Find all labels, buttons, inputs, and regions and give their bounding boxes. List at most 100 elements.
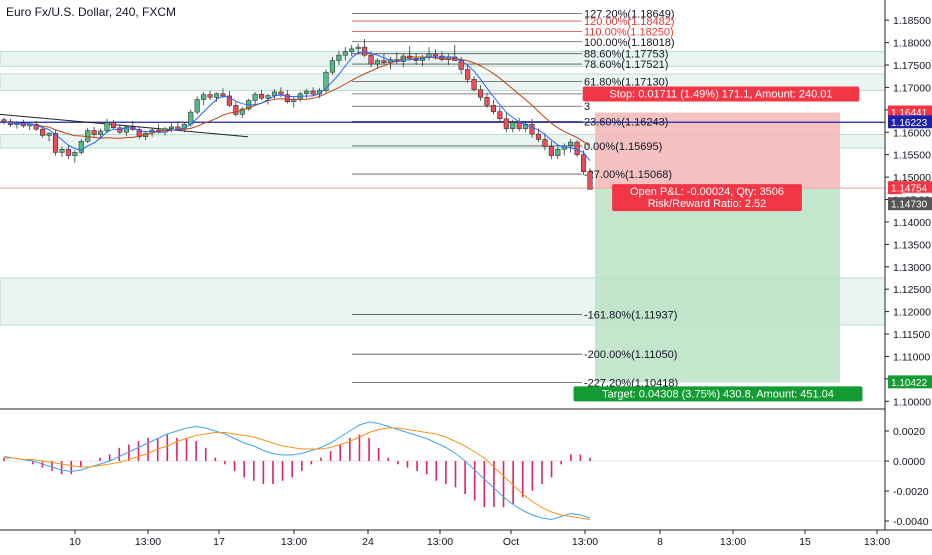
price-tag-bg <box>888 115 932 129</box>
target-label-text: Target: 0.04308 (3.75%) 430.8, Amount: 4… <box>602 388 834 400</box>
candle-body <box>284 94 290 103</box>
y-tick-label: 1.14000 <box>893 217 931 229</box>
y-tick-label: 1.13000 <box>893 262 931 274</box>
candle-body <box>587 171 593 190</box>
candle-body <box>503 118 509 129</box>
candle-body <box>278 91 284 95</box>
target-zone <box>595 188 840 383</box>
price-tag-text: 1.14754 <box>891 184 928 195</box>
pnl-label-text: Risk/Reward Ratio: 2.52 <box>648 198 767 210</box>
candle-body <box>484 97 490 106</box>
fib-label: 78.60%(1.17521) <box>584 59 668 71</box>
candle-body <box>574 141 580 155</box>
candle-body <box>259 93 265 99</box>
x-tick-label: Oct <box>503 536 519 548</box>
candle-body <box>368 54 374 65</box>
x-tick-label: 17 <box>213 536 225 548</box>
candle-body <box>329 60 335 73</box>
fib-label: -27.00%(1.15068) <box>584 169 672 181</box>
candle-body <box>136 129 142 137</box>
candle-body <box>226 95 232 106</box>
fib-label: 120.00%(1.18482) <box>584 16 675 28</box>
macd-y-tick-label: 0.0020 <box>893 426 925 438</box>
macd-line <box>3 421 591 521</box>
y-tick-label: 1.15500 <box>893 150 931 162</box>
target-label: Target: 0.04308 (3.75%) 430.8, Amount: 4… <box>573 386 863 402</box>
candle-body <box>207 94 213 98</box>
y-tick-label: 1.13500 <box>893 239 931 251</box>
candle-body <box>477 89 484 98</box>
candle-body <box>529 123 535 135</box>
x-tick-label: 13:00 <box>427 536 453 548</box>
price-tag-bg <box>888 181 932 195</box>
slow-ma-line <box>3 56 591 147</box>
x-tick-label: 24 <box>362 536 374 548</box>
candle-body <box>239 108 245 115</box>
candle-body <box>220 93 226 97</box>
candle-body <box>46 132 52 136</box>
macd-pane <box>0 408 885 521</box>
y-tick-label: 1.18000 <box>893 38 931 50</box>
fib-label: 127.20%(1.18649) <box>584 8 675 20</box>
fast-ma-line <box>3 51 591 162</box>
candle-body <box>471 79 477 90</box>
fib-label: 88.60%(1.17753) <box>584 49 668 61</box>
x-tick-label: 13:00 <box>135 536 161 548</box>
candle-body <box>40 128 46 136</box>
fib-label: -161.80%(1.11937) <box>584 309 677 321</box>
stop-label: Stop: 0.01711 (1.49%) 171.1, Amount: 240… <box>582 86 860 102</box>
x-tick-label: 10 <box>69 536 81 548</box>
candle-body <box>432 53 439 57</box>
candle-body <box>516 122 522 129</box>
pnl-label-bg <box>612 184 802 212</box>
pnl-label-text: Open P&L: -0.00024, Qty: 3506 <box>630 186 784 198</box>
x-tick-label: 13:00 <box>572 536 598 548</box>
candle-body <box>581 154 587 172</box>
candle-body <box>252 93 258 101</box>
price-tag-text: 1.14730 <box>891 200 928 211</box>
price-tag-text: 1.16223 <box>891 118 928 129</box>
y-tick-label: 1.17000 <box>893 82 931 94</box>
candle-body <box>381 60 387 64</box>
y-tick-label: 1.11000 <box>893 351 930 363</box>
candle-body <box>465 69 471 80</box>
trendline <box>0 113 249 138</box>
price-tag-bg <box>888 375 932 389</box>
candle-body <box>374 60 381 65</box>
x-tick-label: 8 <box>657 536 663 548</box>
candle-body <box>271 91 278 96</box>
candle-body <box>104 122 110 132</box>
price-tag-text: 1.16441 <box>891 108 928 119</box>
candle-body <box>265 95 271 99</box>
candle-body <box>304 90 310 94</box>
candle-body <box>342 51 348 56</box>
candle-body <box>168 126 174 129</box>
price-pane: 127.20%(1.18649)120.00%(1.18482)110.00%(… <box>0 8 886 402</box>
price-tag-bg <box>888 197 932 211</box>
macd-y-tick-label: -0.0020 <box>893 486 929 498</box>
candle-body <box>336 54 342 61</box>
x-tick-label: 13:00 <box>720 536 746 548</box>
fib-label: 3 <box>584 101 590 113</box>
stop-label-bg <box>582 86 860 102</box>
x-tick-label: 13:00 <box>864 536 890 548</box>
y-tick-label: 1.18500 <box>893 15 931 27</box>
stop-zone <box>595 112 840 189</box>
candle-body <box>310 90 316 95</box>
candle-body <box>194 99 200 113</box>
candle-body <box>52 132 59 153</box>
candle-body <box>349 48 355 52</box>
fib-label: 61.80%(1.17130) <box>584 77 668 89</box>
candle-body <box>548 146 554 156</box>
fib-label: 110.00%(1.18250) <box>584 26 674 38</box>
macd-y-tick-label: 0.0000 <box>893 456 925 468</box>
candle-body <box>555 149 561 156</box>
candle-body <box>233 105 239 115</box>
target-label-bg <box>573 386 863 402</box>
candle-body <box>355 46 361 50</box>
y-tick-label: 1.12500 <box>893 284 931 296</box>
candle-body <box>490 105 496 112</box>
